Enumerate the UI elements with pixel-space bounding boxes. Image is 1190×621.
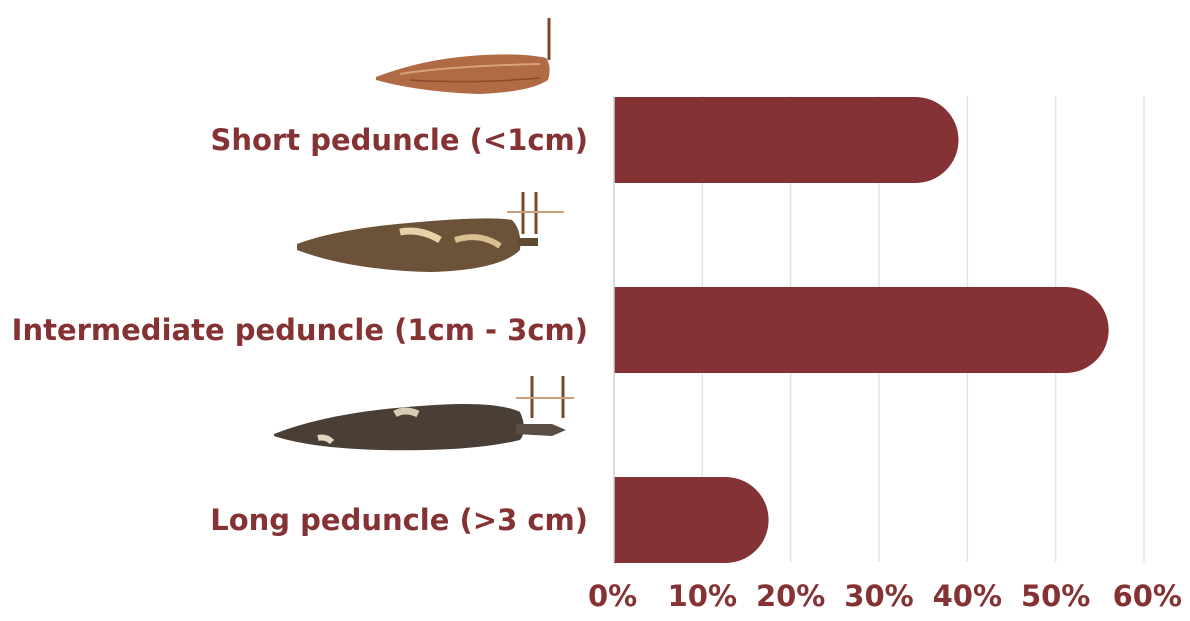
category-label: Intermediate peduncle (1cm - 3cm) bbox=[12, 313, 588, 347]
bar bbox=[614, 287, 1109, 373]
x-tick-label: 10% bbox=[668, 579, 737, 613]
category-label: Long peduncle (>3 cm) bbox=[210, 503, 588, 537]
x-tick-label: 50% bbox=[1021, 579, 1090, 613]
category-label: Short peduncle (<1cm) bbox=[211, 123, 588, 157]
cassava-root-long-peduncle-icon bbox=[274, 376, 574, 451]
cassava-root-intermediate-peduncle-icon bbox=[297, 192, 564, 272]
cassava-root-short-peduncle-icon bbox=[376, 18, 551, 94]
bar bbox=[614, 477, 769, 563]
x-tick-label: 30% bbox=[844, 579, 913, 613]
category-labels: Short peduncle (<1cm) Intermediate pedunc… bbox=[12, 123, 588, 537]
x-tick-label: 20% bbox=[756, 579, 825, 613]
x-axis-tick-labels: 0% 10% 20% 30% 40% 50% 60% bbox=[588, 579, 1182, 613]
x-tick-label: 40% bbox=[933, 579, 1002, 613]
bar bbox=[614, 97, 959, 183]
x-tick-label: 60% bbox=[1113, 579, 1182, 613]
bars bbox=[614, 97, 1109, 563]
x-tick-label: 0% bbox=[588, 579, 637, 613]
